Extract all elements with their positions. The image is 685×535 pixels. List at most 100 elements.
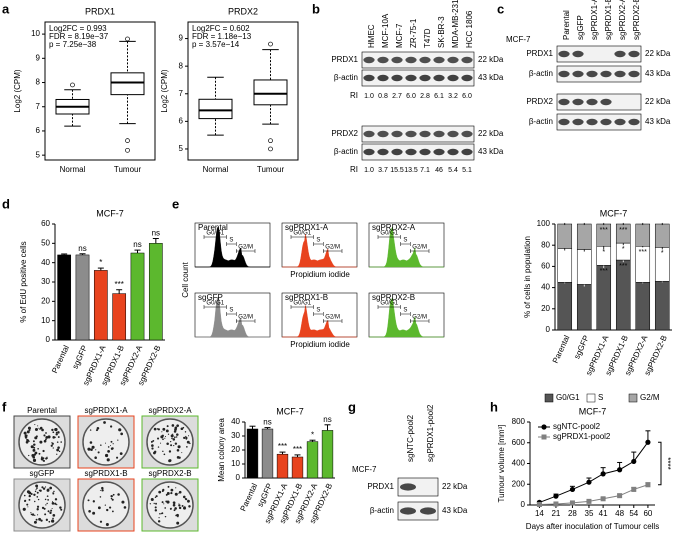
colony	[182, 426, 185, 429]
gate	[236, 319, 256, 323]
band	[586, 98, 598, 106]
colony	[95, 449, 97, 451]
legend-marker	[541, 434, 547, 440]
band	[572, 98, 584, 106]
colony	[30, 445, 34, 449]
colony	[156, 428, 159, 430]
colony	[149, 503, 152, 505]
colony	[95, 429, 99, 432]
blot-frame	[397, 477, 439, 497]
colony	[172, 438, 176, 441]
plate-label: sgPRDX1-B	[84, 469, 127, 478]
bar-segment	[654, 280, 670, 331]
band	[405, 148, 417, 156]
ri-value: 6.0	[406, 93, 416, 100]
x-axis-label: Propidium iodide	[290, 270, 350, 279]
ri-value: 2.7	[392, 93, 402, 100]
band	[461, 148, 473, 156]
band	[433, 56, 445, 64]
colony	[187, 435, 190, 437]
lane-label: SK-BR-3	[437, 16, 446, 48]
y-tick-label: 0	[46, 335, 51, 344]
row-label: β-actin	[370, 506, 394, 515]
cell-line: MCF-7	[352, 465, 377, 474]
band	[391, 148, 403, 156]
lane-label: HCC 1806	[465, 10, 474, 48]
colony	[30, 493, 33, 495]
colony	[104, 504, 106, 506]
y-tick-label: 40	[231, 417, 240, 426]
colony	[154, 496, 157, 499]
size-label: 43 kDa	[645, 117, 671, 126]
colony	[41, 506, 45, 510]
x-axis-label: Propidium iodide	[290, 340, 350, 349]
significance: ns	[323, 415, 331, 424]
outlier	[70, 82, 75, 88]
colony	[89, 429, 92, 431]
colony	[35, 489, 37, 491]
marker	[536, 501, 542, 507]
colony	[154, 509, 158, 512]
significance: *	[622, 246, 625, 253]
histogram	[369, 297, 444, 338]
colony	[176, 449, 180, 452]
colony	[173, 509, 176, 512]
colony	[88, 509, 91, 513]
box	[110, 72, 145, 96]
band	[600, 98, 612, 106]
colony	[28, 492, 31, 495]
marker	[645, 482, 651, 488]
colony	[165, 500, 168, 503]
colony	[92, 500, 95, 503]
gate	[226, 242, 237, 246]
band	[586, 70, 598, 78]
colony	[169, 441, 172, 443]
colony	[52, 447, 54, 449]
gate-label: G2/M	[238, 245, 253, 251]
colony	[171, 437, 173, 440]
band	[363, 130, 375, 138]
chart-title: MCF-7	[600, 208, 628, 218]
colony	[152, 439, 155, 442]
colony	[118, 428, 122, 432]
stat-annotation: p = 3.57e−14	[192, 40, 240, 49]
colony	[51, 519, 55, 523]
colony	[151, 444, 154, 447]
colony	[96, 426, 100, 430]
colony	[55, 431, 58, 434]
colony	[106, 508, 109, 512]
colony	[57, 446, 60, 449]
gate	[410, 319, 430, 323]
marker	[600, 496, 606, 502]
ri-value: 3.7	[378, 167, 388, 174]
colony	[162, 427, 166, 431]
plate	[146, 418, 194, 466]
y-tick-label: 60	[541, 262, 550, 271]
legend-label: S	[598, 393, 603, 402]
y-tick-label: 30	[231, 431, 240, 440]
colony	[161, 434, 164, 437]
colony	[166, 492, 170, 495]
y-tick-label: 0	[236, 473, 241, 482]
row-label: PRDX1	[367, 482, 394, 491]
colony	[181, 452, 183, 454]
gate	[313, 312, 324, 316]
band	[405, 56, 417, 64]
colony	[35, 518, 38, 521]
histogram-frame	[281, 222, 358, 268]
bar-segment	[615, 259, 631, 331]
legend-marker	[541, 424, 547, 430]
colony	[155, 502, 157, 505]
colony	[51, 442, 54, 445]
lane-label: sgPRDX1-B	[604, 0, 613, 40]
colony	[36, 505, 40, 508]
outlier	[268, 138, 273, 144]
colony	[39, 428, 41, 430]
band	[400, 507, 416, 515]
cell-line: MCF-7	[506, 35, 531, 44]
colony	[46, 457, 48, 460]
colony	[34, 436, 38, 440]
bar-segment	[557, 282, 573, 331]
band	[377, 74, 389, 82]
band	[433, 130, 445, 138]
